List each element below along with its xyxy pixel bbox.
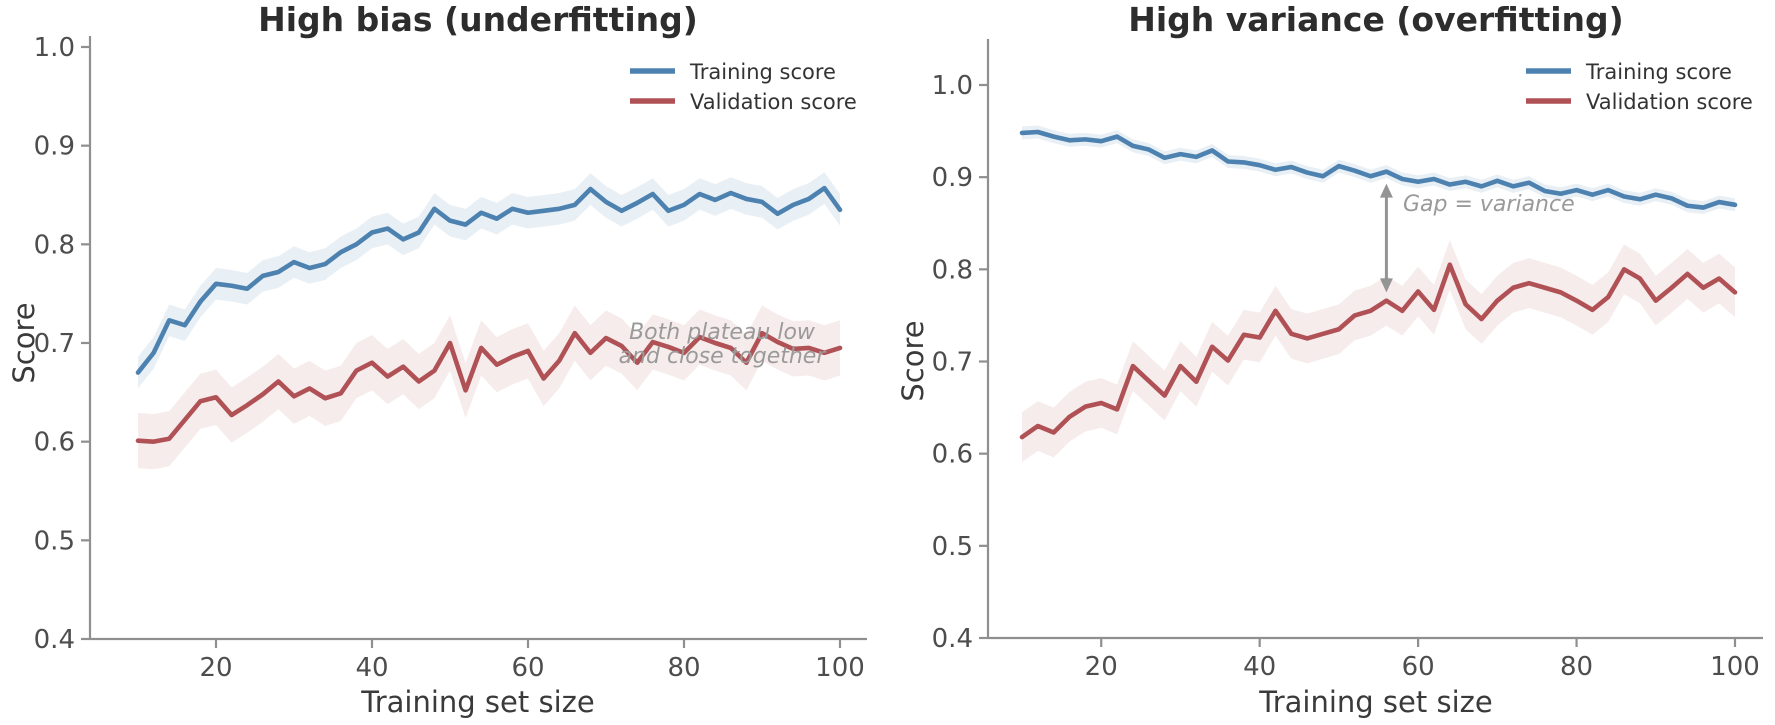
x-tick-label: 80 [1560,652,1593,682]
y-tick-label: 0.9 [34,132,75,162]
x-tick-label: 80 [667,653,700,683]
annotation-plateau-line1: Both plateau low [629,320,816,345]
series-line-validation-score [135,330,843,444]
y-tick-label: 0.7 [34,329,75,359]
x-axis-label: Training set size [1258,685,1492,719]
x-tick-label: 20 [199,653,232,683]
x-tick-label: 40 [1243,652,1276,682]
confidence-band [1022,125,1735,215]
y-axis-label: Score [896,320,930,401]
y-tick-label: 0.5 [34,526,75,556]
chart-high-variance: 20 40 60 80 100 0.4 0.5 0.6 0.7 0.8 0.9 1.0 High va… [896,0,1763,719]
x-axis-label: Training set size [360,685,594,719]
y-tick-label: 0.9 [932,163,973,193]
confidence-band [1022,239,1735,462]
series-line-training-score [1019,129,1738,210]
y-tick-label: 0.5 [932,532,973,562]
series-line-validation-score [1019,262,1738,440]
gap-arrow-head-up [1379,183,1393,198]
chart-title: High variance (overfitting) [1128,0,1624,39]
x-tick-label: 100 [815,653,865,683]
legend-label-validation: Validation score [690,90,857,114]
y-tick-label: 0.6 [34,428,75,458]
legend: Training score Validation score [1526,60,1753,114]
annotation-gap-variance: Gap = variance [1403,192,1575,217]
y-tick-label: 0.8 [932,255,973,285]
x-tick-label: 20 [1085,652,1118,682]
x-tick-label: 60 [511,653,544,683]
y-tick-label: 0.6 [932,440,973,470]
annotation-plateau-line2: and close together [619,344,828,369]
x-tick-label: 100 [1710,652,1760,682]
legend-label-validation: Validation score [1586,90,1753,114]
legend-label-training: Training score [689,60,836,84]
y-axis-label: Score [7,302,41,383]
y-tick-label: 0.8 [34,230,75,260]
y-tick-label: 1.0 [34,33,75,63]
x-tick-label: 40 [355,653,388,683]
legend-label-training: Training score [1585,60,1732,84]
gap-arrow-head-down [1379,278,1393,293]
y-tick-label: 0.4 [34,625,75,655]
series-line-training-score [135,185,843,375]
plot-area: 20 40 60 80 100 0.4 0.5 0.6 0.7 0.8 0.9 1.0 [34,33,867,683]
legend: Training score Validation score [630,60,857,114]
y-tick-label: 0.4 [932,624,973,654]
chart-title: High bias (underfitting) [258,0,698,39]
y-tick-label: 1.0 [932,71,973,101]
y-tick-label: 0.7 [932,348,973,378]
x-tick-label: 60 [1402,652,1435,682]
chart-high-bias: 20 40 60 80 100 0.4 0.5 0.6 0.7 0.8 0.9 1.0 High bi… [7,0,867,719]
plot-area: 20 40 60 80 100 0.4 0.5 0.6 0.7 0.8 0.9 1.0 [932,39,1763,682]
